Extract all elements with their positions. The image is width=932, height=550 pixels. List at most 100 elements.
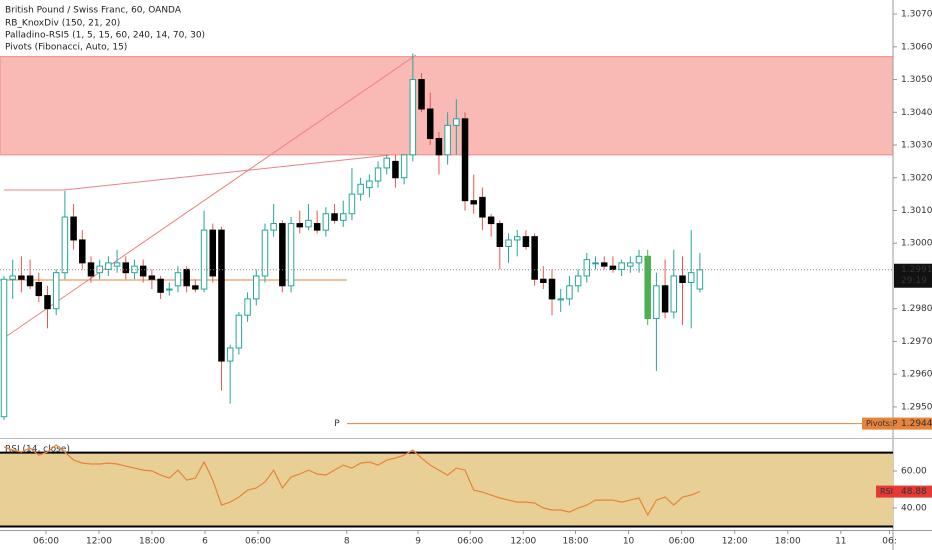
candle-body bbox=[540, 278, 547, 284]
candle-body bbox=[0, 278, 8, 418]
candle-body bbox=[505, 239, 512, 247]
candle-body bbox=[183, 268, 190, 287]
y-tick-label: 60.00 bbox=[901, 467, 927, 477]
x-tick-label: 12:00 bbox=[86, 537, 112, 547]
x-tick-label: 10 bbox=[623, 537, 635, 547]
candle-body bbox=[461, 118, 469, 202]
candle-body bbox=[426, 108, 434, 139]
x-tick-label: 18:00 bbox=[563, 537, 589, 547]
x-tick-label: 8 bbox=[344, 537, 350, 547]
legend-indicator: Pivots (Fibonacci, Auto, 15) bbox=[5, 43, 127, 53]
candle-body bbox=[313, 223, 321, 231]
y-tick-label: 1.30200 bbox=[901, 173, 932, 183]
x-tick-label: 6 bbox=[202, 537, 208, 547]
y-tick-label: 1.30400 bbox=[901, 108, 932, 118]
candle-body bbox=[192, 285, 199, 290]
candle-body bbox=[270, 223, 277, 231]
candle-body bbox=[522, 236, 530, 247]
candle-body bbox=[105, 262, 112, 270]
candle-body bbox=[209, 229, 217, 277]
y-tick-label: 1.30600 bbox=[901, 42, 932, 52]
x-tick-label: 06:00 bbox=[245, 537, 271, 547]
candle-body bbox=[479, 196, 486, 218]
candle-body bbox=[687, 272, 695, 284]
x-tick-label: 06:00 bbox=[457, 537, 483, 547]
pivot-label: P bbox=[334, 419, 340, 429]
candle-body bbox=[296, 223, 304, 228]
candle-body bbox=[696, 269, 704, 290]
y-tick-label: 1.30100 bbox=[901, 206, 932, 216]
candle-body bbox=[218, 229, 225, 362]
countdown: 29:19 bbox=[901, 276, 927, 286]
rsi-line bbox=[3, 444, 701, 517]
candle-body bbox=[113, 262, 121, 267]
candle-body bbox=[496, 223, 504, 247]
candle-body bbox=[35, 282, 43, 297]
candle-body bbox=[409, 79, 417, 156]
price-badge-value: 1.29919 bbox=[901, 265, 932, 275]
x-tick-label: 11 bbox=[835, 537, 846, 547]
candle-body bbox=[357, 183, 364, 195]
x-tick-label: 06:00 bbox=[33, 537, 59, 547]
candle-body bbox=[574, 275, 582, 287]
rsi-title: RSI (14, close) bbox=[5, 445, 70, 455]
y-tick-label: 1.29700 bbox=[901, 337, 932, 347]
y-tick-label: 1.29800 bbox=[901, 304, 932, 314]
candle-body bbox=[44, 295, 51, 310]
candle-body bbox=[470, 200, 477, 205]
candle-body bbox=[618, 262, 625, 270]
candle-body bbox=[453, 118, 460, 126]
candle-body bbox=[513, 236, 521, 241]
candle-body bbox=[9, 275, 16, 280]
y-tick-label: 40.00 bbox=[901, 504, 927, 514]
candle-body bbox=[166, 288, 173, 291]
candle-body bbox=[374, 167, 382, 182]
candle-body bbox=[339, 213, 347, 221]
candle-body bbox=[253, 275, 260, 300]
candle-body bbox=[200, 229, 208, 290]
rsi-badge-value: 48.88 bbox=[901, 487, 927, 497]
y-tick-label: 1.30300 bbox=[901, 141, 932, 151]
candle-body bbox=[392, 160, 399, 179]
candle-body bbox=[679, 275, 686, 284]
x-tick-label: 12:00 bbox=[510, 537, 536, 547]
candle-body bbox=[487, 216, 495, 225]
candle-body bbox=[635, 255, 643, 264]
candle-body bbox=[566, 285, 573, 300]
candle-body bbox=[122, 262, 130, 274]
candle-body bbox=[653, 285, 660, 320]
candle-body bbox=[131, 265, 138, 274]
y-tick-label: 1.30500 bbox=[901, 75, 932, 85]
candle-body bbox=[557, 298, 564, 301]
candle-body bbox=[670, 275, 678, 313]
candle-body bbox=[383, 157, 390, 169]
legend-symbol: British Pound / Swiss Franc, 60, OANDA bbox=[5, 6, 182, 16]
candle-body bbox=[400, 154, 408, 179]
y-tick-label: 1.30700 bbox=[901, 10, 932, 20]
trend-line bbox=[3, 54, 417, 339]
x-tick-label: 06:00 bbox=[669, 537, 695, 547]
candle-body bbox=[235, 314, 243, 349]
candle-body bbox=[331, 213, 338, 221]
candle-body bbox=[79, 239, 86, 264]
candle-body bbox=[61, 216, 69, 274]
trend-line bbox=[4, 154, 391, 191]
candle-body bbox=[444, 124, 451, 156]
pivot-badge-name: Pivots:P bbox=[866, 419, 898, 428]
candle-body bbox=[148, 275, 156, 280]
candle-body bbox=[18, 275, 25, 280]
candle-body bbox=[600, 262, 608, 267]
candle-body bbox=[174, 272, 182, 287]
candle-body bbox=[609, 265, 617, 270]
rsi-badge-name: RSI bbox=[880, 487, 893, 496]
candle-body bbox=[627, 262, 634, 267]
candle-body bbox=[644, 255, 651, 320]
x-tick-label: 18:00 bbox=[139, 537, 165, 547]
candle-body bbox=[226, 347, 234, 362]
candle-body bbox=[26, 275, 34, 287]
y-tick-label: 1.30000 bbox=[901, 239, 932, 249]
x-tick-label: 18:00 bbox=[775, 537, 801, 547]
candle-body bbox=[548, 278, 556, 300]
